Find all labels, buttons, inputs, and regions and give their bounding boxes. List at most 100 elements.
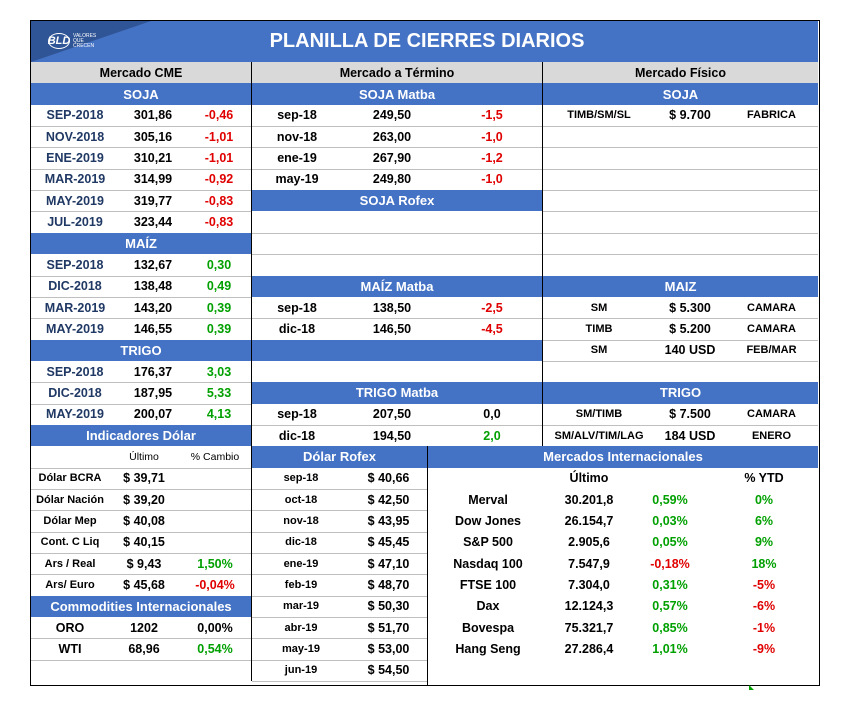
cme-maiz-contract: DIC-2018 <box>48 279 102 294</box>
fisico-trigo-place: CAMARA <box>747 408 796 421</box>
index-ytd: 6% <box>754 514 774 529</box>
fisico-soja-header: SOJA <box>543 83 818 105</box>
index-row: FTSE 100 7.304,0 0,31% -5% <box>428 574 818 595</box>
dolar-row: Dólar BCRA $ 39,71 <box>31 468 251 489</box>
commodities-header: Commodities Internacionales <box>31 595 251 618</box>
cme-soja-value: 305,16 <box>133 129 173 144</box>
trigo-matba-header: TRIGO Matba <box>252 382 542 404</box>
index-value: 7.304,0 <box>568 578 610 593</box>
soja-matba-header: SOJA Matba <box>252 83 542 105</box>
fisico-trigo-price: $ 7.500 <box>669 407 711 422</box>
cme-soja-value: 310,21 <box>133 151 173 166</box>
dolar-value: $ 45,68 <box>123 578 165 593</box>
corner-marker-icon <box>749 685 754 690</box>
bld-logo: BLD VALORES QUE CRECEN <box>48 33 103 49</box>
soja-matba-row: sep-18 249,50 -1,5 <box>252 105 542 126</box>
fisico-trigo-type: SM/ALV/TIM/LAG <box>554 429 644 442</box>
dolar-subheader: Último % Cambio <box>31 446 251 467</box>
termino-header: Mercado a Término <box>252 62 542 84</box>
rofex-contract: may-19 <box>282 643 320 656</box>
soja-matba-contract: ene-19 <box>277 151 317 166</box>
index-name: Hang Seng <box>455 642 521 657</box>
maiz-matba-contract: dic-18 <box>278 321 316 336</box>
fisico-maiz-price: 140 USD <box>664 343 716 358</box>
cme-trigo-row: MAY-2019 200,07 4,13 <box>31 404 251 425</box>
cme-header: Mercado CME <box>31 62 251 84</box>
rofex-header: Dólar Rofex <box>252 446 427 468</box>
cme-maiz-header: MAÍZ <box>31 232 251 255</box>
internacionales-col-ytd: % YTD <box>744 471 784 486</box>
cme-maiz-contract: MAY-2019 <box>46 321 104 336</box>
index-ytd: 18% <box>751 556 777 571</box>
cme-maiz-change: 0,30 <box>206 257 232 272</box>
soja-matba-value: 267,90 <box>372 151 412 166</box>
cme-maiz-row: SEP-2018 132,67 0,30 <box>31 254 251 275</box>
index-name: Merval <box>468 492 508 507</box>
index-ytd: -1% <box>752 620 776 635</box>
rofex-row: feb-19 $ 48,70 <box>252 574 427 595</box>
index-ytd: 0% <box>754 492 774 507</box>
fisico-trigo-row: SM/ALV/TIM/LAG 184 USD ENERO <box>543 425 818 446</box>
internacionales-subheader: Último % YTD <box>428 468 818 489</box>
rofex-row: abr-19 $ 51,70 <box>252 617 427 638</box>
cme-trigo-value: 200,07 <box>133 407 173 422</box>
fisico-maiz-price: $ 5.300 <box>669 300 711 315</box>
dolar-col-change: % Cambio <box>190 450 240 463</box>
index-change: 0,85% <box>652 620 688 635</box>
cme-soja-value: 319,77 <box>133 193 173 208</box>
soja-matba-change: -1,2 <box>481 151 503 166</box>
commodity-change: 0,00% <box>197 620 233 635</box>
index-change: 0,03% <box>652 514 688 529</box>
cme-soja-row: SEP-2018 301,86 -0,46 <box>31 105 251 126</box>
dolar-col-last: Último <box>129 450 159 463</box>
cme-maiz-value: 138,48 <box>133 279 173 294</box>
index-change: -0,18% <box>650 556 690 571</box>
maiz-matba-header: MAÍZ Matba <box>252 275 542 297</box>
cme-trigo-header: TRIGO <box>31 339 251 361</box>
rofex-row: mar-19 $ 50,30 <box>252 596 427 617</box>
rofex-row: nov-18 $ 43,95 <box>252 510 427 531</box>
index-ytd: 9% <box>754 535 774 550</box>
rofex-row: ene-19 $ 47,10 <box>252 553 427 574</box>
cme-maiz-change: 0,39 <box>206 321 232 336</box>
rofex-row: sep-18 $ 40,66 <box>252 468 427 489</box>
cme-soja-value: 301,86 <box>133 108 173 123</box>
rofex-row: may-19 $ 53,00 <box>252 638 427 659</box>
maiz-matba-row: sep-18 138,50 -2,5 <box>252 297 542 318</box>
index-name: S&P 500 <box>463 535 513 550</box>
index-change: 0,05% <box>652 535 688 550</box>
dolar-row: Dólar Mep $ 40,08 <box>31 510 251 531</box>
cme-soja-contract: JUL-2019 <box>47 215 103 230</box>
index-ytd: -6% <box>752 599 776 614</box>
cme-soja-change: -0,83 <box>204 215 234 230</box>
trigo-matba-row: sep-18 207,50 0,0 <box>252 404 542 425</box>
maiz-matba-contract: sep-18 <box>277 300 317 315</box>
cme-soja-contract: ENE-2019 <box>46 151 104 166</box>
index-change: 0,59% <box>652 492 688 507</box>
soja-matba-value: 249,50 <box>372 108 412 123</box>
logo-tagline: VALORES QUE CRECEN <box>73 32 97 49</box>
index-change: 0,57% <box>652 599 688 614</box>
fisico-trigo-type: SM/TIMB <box>575 408 623 421</box>
cme-soja-change: -0,46 <box>204 108 234 123</box>
cme-maiz-value: 132,67 <box>133 257 173 272</box>
fisico-trigo-place: ENERO <box>751 429 792 442</box>
rofex-contract: nov-18 <box>283 515 319 528</box>
index-row: Bovespa 75.321,7 0,85% -1% <box>428 617 818 638</box>
soja-matba-value: 249,80 <box>372 172 412 187</box>
maiz-matba-change: -2,5 <box>481 300 503 315</box>
fisico-maiz-header: MAIZ <box>543 275 818 297</box>
dolar-value: $ 39,20 <box>123 492 165 507</box>
commodity-value: 1202 <box>130 620 158 635</box>
commodity-name: ORO <box>55 620 85 635</box>
fisico-soja-price: $ 9.700 <box>669 108 711 123</box>
commodity-value: 68,96 <box>128 642 160 657</box>
fisico-soja-row: TIMB/SM/SL $ 9.700 FABRICA <box>543 105 818 126</box>
rofex-value: $ 47,10 <box>367 556 410 571</box>
trigo-matba-contract: sep-18 <box>277 407 317 422</box>
trigo-matba-contract: dic-18 <box>278 428 316 443</box>
rofex-value: $ 43,95 <box>367 514 410 529</box>
cme-maiz-change: 0,49 <box>206 279 232 294</box>
soja-rofex-header: SOJA Rofex <box>252 190 542 212</box>
soja-matba-contract: sep-18 <box>277 108 317 123</box>
